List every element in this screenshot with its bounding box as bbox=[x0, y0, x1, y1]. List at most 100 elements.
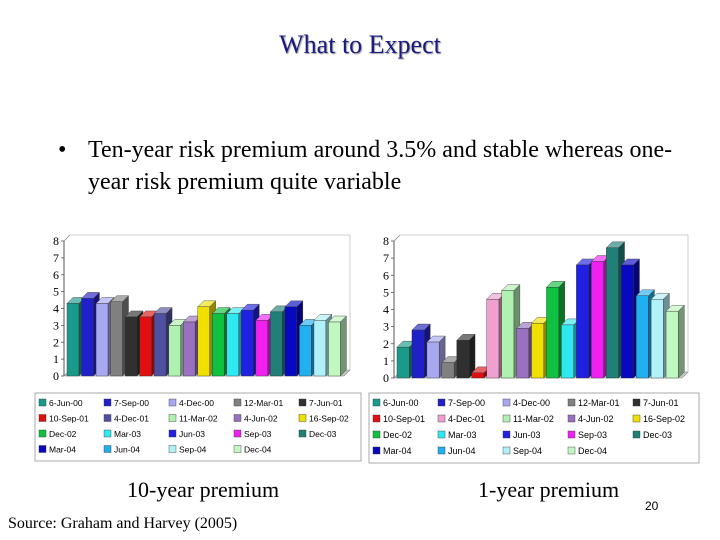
one-year-legend-label: Mar-04 bbox=[383, 446, 412, 456]
one-year-legend-item: 12-Mar-01 bbox=[567, 398, 620, 408]
one-year-legend-label: 7-Jun-01 bbox=[643, 398, 679, 408]
ten-year-y-tick-label: 1 bbox=[53, 352, 59, 366]
one-year-bar-front bbox=[606, 247, 619, 379]
ten-year-legend-label: 7-Jun-01 bbox=[309, 398, 343, 408]
one-year-legend-label: Mar-03 bbox=[448, 430, 477, 440]
ten-year-legend-label: Dec-04 bbox=[244, 445, 272, 455]
ten-year-legend-item: Sep-04 bbox=[168, 445, 207, 455]
one-year-bar-front bbox=[561, 324, 574, 379]
one-year-legend-label: Sep-04 bbox=[513, 446, 542, 456]
one-year-legend-item: 4-Dec-01 bbox=[437, 414, 485, 424]
ten-year-legend-item: 7-Sep-00 bbox=[103, 398, 149, 408]
ten-year-bar-front bbox=[270, 311, 283, 377]
ten-year-legend-box bbox=[34, 392, 362, 462]
ten-year-legend-swatch bbox=[233, 414, 242, 422]
ten-year-bar-front bbox=[313, 320, 327, 377]
one-year-legend-item: 10-Sep-01 bbox=[372, 414, 425, 424]
one-year-y-tick-label: 1 bbox=[383, 354, 389, 368]
one-year-legend-swatch bbox=[372, 414, 381, 423]
ten-year-bar-side bbox=[340, 315, 347, 377]
ten-year-legend-label: 4-Dec-00 bbox=[179, 398, 214, 408]
ten-year-legend-label: 16-Sep-02 bbox=[309, 414, 349, 424]
one-year-legend-swatch bbox=[437, 398, 446, 407]
one-year-legend-swatch bbox=[567, 414, 576, 423]
ten-year-legend-label: Mar-03 bbox=[114, 429, 141, 439]
one-year-legend-swatch bbox=[632, 414, 641, 423]
one-year-legend-swatch bbox=[567, 398, 576, 407]
ten-year-legend-item: 4-Jun-02 bbox=[233, 414, 278, 424]
one-year-bar-front bbox=[456, 340, 470, 379]
one-year-legend-label: Dec-02 bbox=[383, 430, 412, 440]
ten-year-legend-item: 4-Dec-00 bbox=[168, 398, 214, 408]
one-year-legend-item: 7-Jun-01 bbox=[632, 398, 679, 408]
ten-year-legend-item: Dec-02 bbox=[38, 429, 77, 439]
ten-year-bar-front bbox=[66, 303, 80, 377]
ten-year-bar-front bbox=[81, 298, 94, 377]
one-year-y-tick-label: 0 bbox=[383, 371, 389, 385]
one-year-legend-item: 4-Jun-02 bbox=[567, 414, 614, 424]
one-year-bar-front bbox=[591, 261, 604, 379]
ten-year-premium-chart: 0 1 2 3 4 5 6 7 8 6-Jun-00 7-Sep-00 4-Dec-00 12-Mar-… bbox=[34, 234, 362, 462]
one-year-legend-item: Sep-04 bbox=[502, 446, 542, 456]
ten-year-legend-item: Jun-04 bbox=[103, 445, 140, 455]
ten-year-legend-label: Dec-02 bbox=[49, 429, 77, 439]
bullet-text: Ten-year risk premium around 3.5% and st… bbox=[88, 137, 673, 195]
one-year-legend-label: 10-Sep-01 bbox=[383, 414, 425, 424]
ten-year-legend-swatch bbox=[38, 429, 47, 438]
one-year-bar-front bbox=[411, 329, 425, 379]
one-year-bar bbox=[456, 333, 476, 379]
ten-year-legend-label: 12-Mar-01 bbox=[244, 398, 283, 408]
ten-year-legend-swatch bbox=[298, 429, 307, 438]
one-year-legend-swatch bbox=[437, 414, 446, 423]
one-year-bar-front bbox=[621, 264, 634, 379]
ten-year-bar-front bbox=[153, 313, 167, 377]
ten-year-legend-label: 4-Dec-01 bbox=[114, 414, 149, 424]
one-year-legend-swatch bbox=[437, 430, 446, 439]
ten-year-y-tick-label: 7 bbox=[53, 251, 59, 265]
one-year-bar-front bbox=[546, 287, 559, 379]
one-year-bar-front bbox=[576, 264, 589, 379]
ten-year-legend-label: Sep-04 bbox=[179, 445, 207, 455]
one-year-legend-item: 7-Sep-00 bbox=[437, 398, 485, 408]
one-year-y-tick-label: 2 bbox=[383, 337, 389, 351]
one-year-bar bbox=[665, 304, 685, 379]
ten-year-legend-swatch bbox=[168, 445, 177, 453]
one-year-bar-front bbox=[635, 295, 649, 379]
ten-year-legend-swatch bbox=[168, 398, 177, 407]
one-year-legend-item: 16-Sep-02 bbox=[632, 414, 685, 424]
ten-year-bar-front bbox=[328, 321, 341, 377]
ten-year-bar-front bbox=[183, 321, 196, 377]
ten-year-legend-swatch bbox=[233, 429, 242, 438]
ten-year-bar-front bbox=[212, 313, 225, 377]
ten-year-legend-item: Mar-04 bbox=[38, 445, 76, 455]
one-year-bar-front bbox=[486, 299, 500, 379]
ten-year-y-tick-label: 5 bbox=[53, 285, 59, 299]
one-year-legend-item: 6-Jun-00 bbox=[372, 398, 419, 408]
one-year-legend-item: Mar-04 bbox=[372, 446, 412, 456]
one-year-bars bbox=[396, 241, 685, 379]
ten-year-bar-front bbox=[197, 306, 210, 377]
one-year-legend-label: 4-Jun-02 bbox=[578, 414, 614, 424]
ten-year-legend-item: Jun-03 bbox=[168, 429, 205, 439]
ten-year-legend-swatch bbox=[103, 429, 112, 438]
ten-year-legend-swatch bbox=[233, 398, 242, 407]
ten-year-legend-swatch bbox=[103, 445, 112, 453]
ten-year-legend-swatch bbox=[168, 429, 177, 438]
one-year-legend-item: Dec-04 bbox=[567, 446, 607, 456]
one-year-bar-front bbox=[501, 290, 515, 379]
ten-year-bar-front bbox=[241, 309, 254, 377]
ten-year-legend-item: Dec-04 bbox=[233, 445, 272, 455]
ten-year-legend-label: 11-Mar-02 bbox=[179, 414, 218, 424]
one-year-legend-label: Sep-03 bbox=[578, 430, 607, 440]
one-year-legend-item: Jun-03 bbox=[502, 430, 541, 440]
ten-year-y-tick-label: 0 bbox=[53, 369, 59, 383]
ten-year-legend-label: Sep-03 bbox=[244, 429, 272, 439]
ten-year-y-axis-depth bbox=[63, 234, 71, 242]
page-number: 20 bbox=[645, 499, 659, 513]
ten-year-bar-front bbox=[299, 325, 312, 377]
ten-year-bar-front bbox=[255, 320, 268, 377]
one-year-bar-front bbox=[516, 328, 530, 379]
one-year-legend-swatch bbox=[502, 430, 511, 439]
one-year-y-tick-label: 6 bbox=[383, 268, 389, 282]
one-year-legend-label: 4-Dec-01 bbox=[448, 414, 485, 424]
